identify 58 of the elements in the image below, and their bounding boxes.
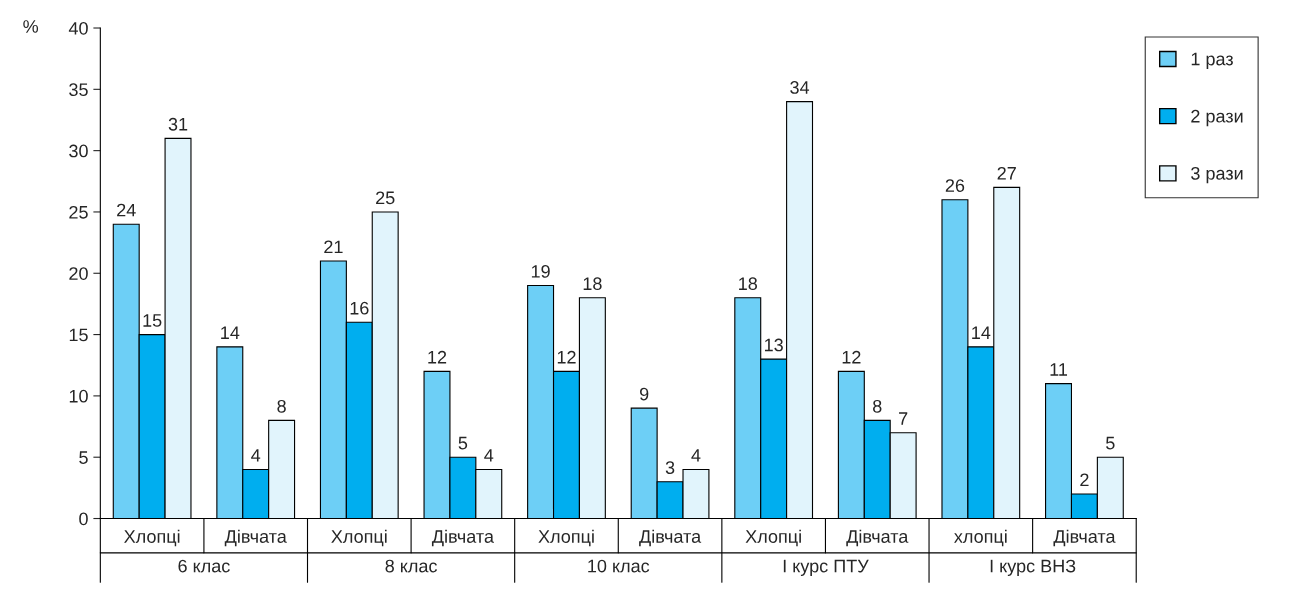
- y-tick-label: 0: [79, 512, 88, 526]
- legend-label: 1 раз: [1191, 52, 1233, 69]
- x-tick-label: Дівчата: [224, 529, 287, 547]
- text: І курс ПТУ: [783, 559, 869, 576]
- data-label: 12: [842, 350, 861, 364]
- legend-label: 3 рази: [1191, 166, 1243, 184]
- text: 8 клас: [385, 559, 437, 573]
- x-tick-label: Дівчата: [846, 529, 909, 547]
- data-label: 4: [251, 449, 261, 462]
- y-tick-label: 20: [69, 267, 88, 280]
- data-label: 21: [324, 240, 343, 254]
- data-label: 4: [484, 449, 494, 462]
- data-label: 26: [945, 179, 965, 192]
- data-label: 5: [1106, 436, 1115, 450]
- data-label: 7: [899, 412, 908, 425]
- y-tick-label: 30: [69, 144, 88, 158]
- y-tick-label: 5: [79, 451, 88, 464]
- data-label: 8: [873, 399, 882, 413]
- data-label: 11: [1050, 363, 1068, 376]
- text: 10 клас: [588, 559, 650, 573]
- y-tick-label: 35: [69, 83, 88, 97]
- data-label: 27: [997, 166, 1016, 180]
- data-label: 34: [790, 81, 810, 94]
- legend-label: 2 рази: [1191, 109, 1243, 127]
- x-tick-label: Дівчата: [431, 529, 494, 547]
- y-axis-title: %: [23, 20, 39, 33]
- data-label: 19: [531, 265, 550, 278]
- data-label: 14: [221, 326, 240, 339]
- x-tick-label: хлопці: [954, 529, 1007, 547]
- data-label: 5: [458, 436, 468, 450]
- data-label: 3: [665, 461, 675, 474]
- text: І курс ВНЗ: [990, 559, 1076, 576]
- data-label: 15: [143, 314, 162, 327]
- data-label: 12: [428, 350, 447, 364]
- data-label: 16: [350, 301, 369, 315]
- data-label: 31: [168, 117, 188, 131]
- data-label: 2: [1080, 473, 1089, 487]
- y-tick-label: 10: [69, 389, 88, 403]
- x-tick-label: Хлопці: [124, 529, 180, 547]
- y-tick-label: 15: [69, 328, 88, 342]
- data-label: 25: [376, 191, 395, 205]
- data-label: 24: [117, 203, 136, 217]
- data-label: 9: [640, 387, 649, 401]
- data-label: 4: [691, 449, 701, 462]
- x-tick-label: Дівчата: [639, 529, 702, 547]
- data-label: 18: [583, 277, 602, 291]
- x-tick-label: Хлопці: [538, 529, 594, 547]
- x-tick-label: Хлопці: [331, 529, 387, 547]
- data-label: 13: [764, 338, 783, 352]
- data-label: 8: [277, 399, 286, 413]
- x-tick-label: Хлопці: [745, 529, 801, 547]
- data-label: 14: [972, 326, 991, 339]
- data-label: 18: [739, 277, 758, 291]
- x-tick-label: Дівчата: [1053, 529, 1116, 547]
- text: 6 клас: [178, 559, 230, 573]
- data-label: 12: [557, 350, 576, 364]
- y-tick-label: 25: [69, 205, 88, 219]
- y-tick-label: 40: [68, 21, 88, 35]
